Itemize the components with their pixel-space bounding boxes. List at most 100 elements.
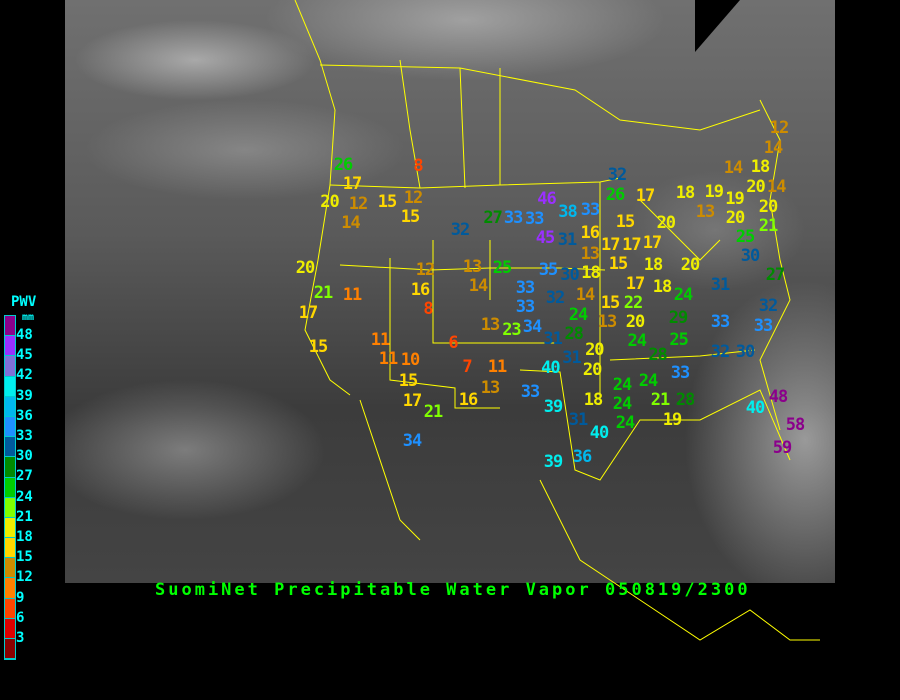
station-pwv-value: 30 <box>735 341 756 362</box>
station-pwv-value: 15 <box>608 254 629 275</box>
station-pwv-value: 13 <box>597 311 618 332</box>
legend-swatch <box>5 558 15 579</box>
station-pwv-value: 21 <box>758 216 779 237</box>
station-pwv-value: 11 <box>378 349 399 370</box>
legend-tick-label: 45 <box>16 347 33 364</box>
station-pwv-value: 15 <box>400 207 421 228</box>
station-pwv-value: 13 <box>480 377 501 398</box>
station-pwv-value: 26 <box>333 154 354 175</box>
station-pwv-value: 13 <box>695 201 716 222</box>
station-pwv-value: 20 <box>625 312 646 333</box>
legend-swatch <box>5 538 15 559</box>
station-pwv-value: 32 <box>450 219 471 240</box>
legend-swatch <box>5 618 15 639</box>
station-pwv-value: 24 <box>627 331 648 352</box>
station-pwv-value: 32 <box>758 296 779 317</box>
station-pwv-value: 25 <box>735 227 756 248</box>
legend-swatch <box>5 376 15 397</box>
station-pwv-value: 26 <box>605 184 626 205</box>
station-pwv-value: 11 <box>370 329 391 350</box>
station-pwv-value: 36 <box>572 446 593 467</box>
station-pwv-value: 24 <box>673 284 694 305</box>
station-pwv-value: 20 <box>656 213 677 234</box>
station-pwv-value: 8 <box>413 155 423 176</box>
station-pwv-value: 27 <box>483 207 503 228</box>
station-pwv-value: 10 <box>400 349 421 370</box>
legend-tick-label: 42 <box>16 367 33 384</box>
station-pwv-value: 21 <box>650 390 671 411</box>
station-pwv-value: 20 <box>680 254 701 275</box>
station-pwv-value: 24 <box>638 370 659 391</box>
station-pwv-value: 20 <box>295 257 316 278</box>
station-pwv-value: 30 <box>560 264 580 285</box>
station-pwv-value: 59 <box>772 437 793 458</box>
station-pwv-value: 13 <box>462 256 483 277</box>
station-pwv-value: 32 <box>710 341 731 362</box>
station-pwv-value: 40 <box>541 357 561 378</box>
station-pwv-value: 20 <box>725 207 746 228</box>
station-pwv-value: 33 <box>524 208 545 229</box>
station-pwv-value: 15 <box>600 292 621 313</box>
legend-tick-label: 33 <box>16 428 33 444</box>
station-pwv-value: 17 <box>402 390 423 411</box>
station-pwv-value: 14 <box>767 176 787 197</box>
station-pwv-value: 31 <box>543 328 563 349</box>
legend-tick-label: 39 <box>16 387 33 404</box>
station-pwv-value: 6 <box>448 332 458 353</box>
station-pwv-value: 35 <box>538 259 559 280</box>
station-pwv-value: 14 <box>468 276 489 297</box>
station-pwv-value: 14 <box>575 285 596 306</box>
station-pwv-value: 19 <box>704 181 724 202</box>
station-pwv-value: 12 <box>769 117 790 138</box>
legend-swatch <box>5 477 15 498</box>
legend-swatch <box>5 356 15 377</box>
station-pwv-value: 11 <box>487 356 508 377</box>
station-pwv-value: 14 <box>341 212 361 233</box>
station-pwv-value: 13 <box>480 314 501 335</box>
station-pwv-value: 31 <box>562 348 582 369</box>
station-pwv-value: 39 <box>543 396 564 417</box>
station-pwv-value: 13 <box>580 243 601 264</box>
station-pwv-value: 32 <box>545 287 566 308</box>
station-pwv-value: 12 <box>403 187 424 208</box>
station-pwv-value: 40 <box>589 422 610 443</box>
legend-swatch <box>5 598 15 619</box>
station-pwv-value: 20 <box>746 177 766 198</box>
station-pwv-value: 34 <box>402 430 423 451</box>
station-pwv-value: 17 <box>625 273 646 294</box>
station-pwv-value: 17 <box>642 232 663 253</box>
station-pwv-value: 40 <box>745 397 766 418</box>
legend-swatch <box>5 316 15 337</box>
legend-tick-label: 21 <box>16 508 33 525</box>
station-pwv-value: 24 <box>568 304 589 325</box>
station-pwv-value: 18 <box>652 276 673 297</box>
station-pwv-value: 11 <box>342 284 363 305</box>
station-pwv-value: 18 <box>583 389 604 410</box>
station-pwv-value: 34 <box>522 316 543 337</box>
legend-tick-label: 18 <box>16 529 33 545</box>
station-pwv-value: 8 <box>423 299 433 320</box>
legend-swatch <box>5 336 15 357</box>
station-pwv-value: 38 <box>558 201 578 222</box>
station-pwv-value: 22 <box>623 293 644 314</box>
legend-tick-label: 3 <box>16 630 25 646</box>
station-pwv-value: 23 <box>502 319 522 340</box>
legend-tick-label: 48 <box>16 327 33 343</box>
station-pwv-value: 33 <box>520 381 541 402</box>
station-pwv-value: 25 <box>669 329 689 350</box>
station-pwv-value: 19 <box>725 188 745 209</box>
station-pwv-value: 32 <box>607 164 628 185</box>
station-pwv-value: 33 <box>503 207 524 228</box>
station-pwv-value: 12 <box>348 193 369 214</box>
legend-tick-label: 24 <box>16 488 33 505</box>
station-pwv-value: 14 <box>763 137 784 158</box>
station-pwv-value: 17 <box>342 173 363 194</box>
legend-swatch <box>5 437 15 458</box>
station-pwv-value: 16 <box>580 222 601 243</box>
legend-tick-label: 27 <box>16 468 33 485</box>
station-pwv-value: 19 <box>662 409 683 430</box>
legend-swatch <box>5 517 15 539</box>
legend-tick-label: 6 <box>16 609 25 626</box>
legend-tick-label: 36 <box>16 407 33 424</box>
station-pwv-value: 16 <box>410 279 431 300</box>
